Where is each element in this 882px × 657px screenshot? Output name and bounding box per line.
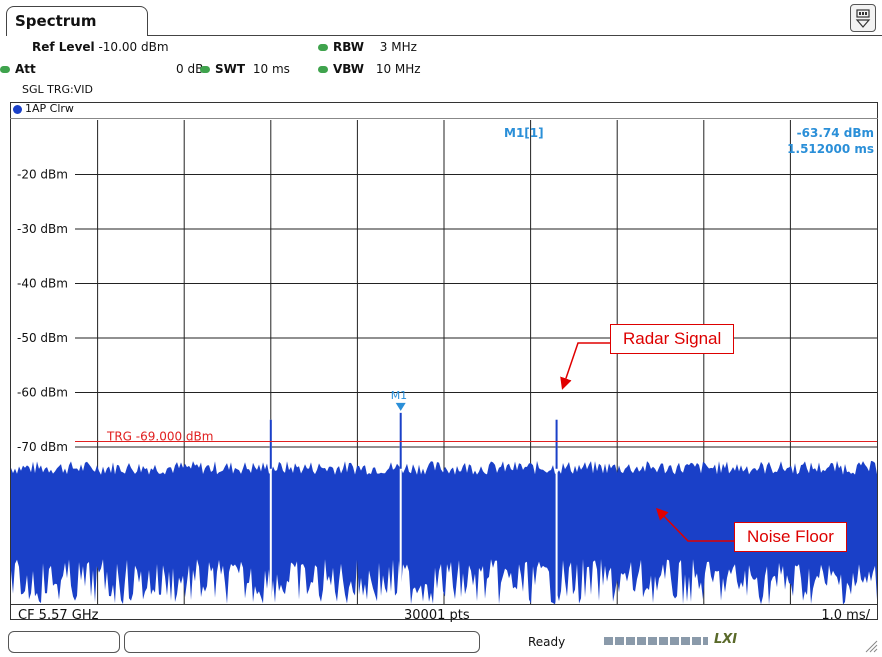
rbw-label: RBW: [333, 40, 364, 54]
rbw-value: 3 MHz: [379, 40, 417, 54]
swt-label: SWT: [215, 62, 246, 76]
display-config-button[interactable]: [850, 4, 876, 32]
swt-indicator-icon: [200, 66, 210, 73]
vbw-value: 10 MHz: [375, 62, 421, 76]
y-tick-label: -20 dBm: [17, 167, 68, 181]
ref-level-value: -10.00 dBm: [98, 40, 169, 54]
trace-header: 1AP Clrw: [10, 102, 878, 119]
lxi-logo: LXI: [714, 632, 738, 647]
status-text: Ready: [528, 635, 566, 649]
y-tick-label: -60 dBm: [17, 385, 68, 399]
status-field-2[interactable]: [124, 631, 480, 653]
rbw-indicator-icon: [318, 44, 328, 51]
time-per-division: 1.0 ms/: [821, 608, 870, 623]
y-tick-label: -30 dBm: [17, 222, 68, 236]
plot-footer: CF 5.57 GHz 30001 pts 1.0 ms/: [10, 604, 878, 627]
noise-floor-callout: Noise Floor: [734, 522, 847, 552]
status-field-1[interactable]: [8, 631, 120, 653]
trace-label: 1AP Clrw: [25, 102, 74, 115]
noise-floor-bottom: [11, 559, 877, 605]
att-indicator-icon: [0, 66, 10, 73]
trigger-setting[interactable]: SGL TRG:VID: [22, 83, 93, 96]
vbw-indicator-icon: [318, 66, 328, 73]
trace-indicator-icon: [13, 104, 22, 114]
progress-indicator: [604, 637, 708, 645]
trigger-label: TRG -69.000 dBm: [106, 430, 213, 444]
tab-baseline: [148, 35, 882, 36]
center-frequency: CF 5.57 GHz: [18, 608, 99, 623]
y-tick-label: -50 dBm: [17, 331, 68, 345]
tab-spectrum[interactable]: Spectrum: [6, 6, 148, 36]
marker-time: 1.512000 ms: [787, 142, 874, 156]
vbw-label: VBW: [333, 62, 365, 76]
swt-value: 10 ms: [252, 62, 290, 76]
tab-title: Spectrum: [15, 12, 97, 30]
marker-name: M1[1]: [504, 126, 544, 140]
status-bar: Ready LXI: [0, 627, 882, 657]
marker-m1-icon: [395, 402, 406, 411]
resize-grip-icon[interactable]: [864, 639, 878, 653]
vbw-setting[interactable]: VBW 10 MHz: [318, 62, 421, 76]
radar-signal-callout: Radar Signal: [610, 324, 735, 354]
ref-level-label: Ref Level: [32, 40, 95, 54]
ref-level-setting[interactable]: Ref Level -10.00 dBm: [32, 40, 169, 54]
swt-setting[interactable]: SWT 10 ms: [200, 62, 290, 76]
noise-floor-top: [11, 460, 877, 489]
y-tick-label: -40 dBm: [17, 276, 68, 290]
marker-m1-label: M1: [391, 389, 408, 402]
att-label: Att: [15, 62, 36, 76]
att-setting[interactable]: Att: [0, 62, 36, 76]
sweep-points: 30001 pts: [404, 608, 470, 623]
att-value: 0 dB: [176, 62, 204, 76]
marker-level: -63.74 dBm: [796, 126, 874, 140]
y-tick-label: -70 dBm: [17, 440, 68, 454]
rbw-setting[interactable]: RBW 3 MHz: [318, 40, 417, 54]
display-config-icon: [855, 9, 871, 28]
